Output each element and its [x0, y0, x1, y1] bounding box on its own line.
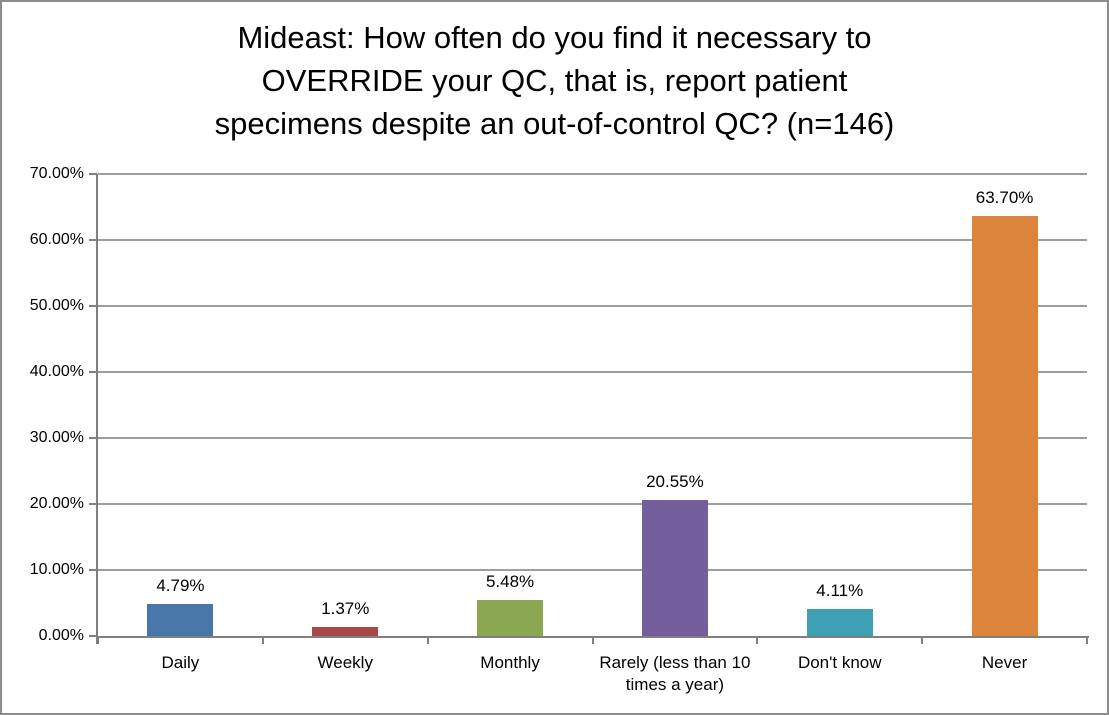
y-axis-tick — [89, 503, 97, 505]
x-category-label: Rarely (less than 10 times a year) — [593, 652, 758, 696]
bar-value-label: 63.70% — [975, 187, 1034, 207]
y-gridline — [98, 569, 1087, 571]
x-category-label-text: Monthly — [480, 653, 540, 672]
x-axis-tick — [1086, 636, 1088, 644]
y-axis-tick-label: 30.00% — [29, 429, 84, 446]
x-category-label-text: Rarely (less than 10 times a year) — [599, 653, 751, 694]
x-category-label: Never — [922, 652, 1087, 674]
x-axis-tick — [261, 636, 264, 644]
y-axis-tick-label: 60.00% — [29, 231, 84, 248]
x-axis-tick — [591, 636, 594, 644]
bar-weekly — [312, 626, 379, 636]
y-axis-tick-label: 50.00% — [29, 297, 84, 314]
y-axis-tick-label: 0.00% — [38, 627, 84, 644]
x-category-label-text: Daily — [161, 653, 200, 672]
y-gridline — [98, 173, 1087, 175]
x-category-label-text: Don't know — [797, 653, 882, 672]
y-axis-tick-label: 70.00% — [29, 165, 84, 182]
bar-never — [971, 215, 1038, 636]
chart-title: Mideast: How often do you find it necess… — [2, 16, 1107, 145]
x-category-label: Don't know — [757, 652, 922, 674]
y-axis-tick-label: 40.00% — [29, 363, 84, 380]
y-gridline — [98, 305, 1087, 307]
bar-value-label: 1.37% — [321, 598, 370, 618]
y-axis-tick — [89, 305, 97, 307]
x-axis-tick — [921, 636, 924, 644]
y-axis-tick — [89, 173, 97, 175]
plot-area: 0.00% 10.00% 20.00% 30.00% 40.00% 50.00% 60.00… — [30, 165, 1089, 694]
y-axis-tick — [89, 239, 97, 241]
chart-title-line-3: specimens despite an out-of-control QC? … — [214, 106, 895, 141]
chart-title-line-2: OVERRIDE your QC, that is, report patien… — [261, 63, 848, 98]
x-category-label-text: Never — [981, 653, 1028, 672]
y-axis-tick-label: 10.00% — [29, 561, 84, 578]
y-gridline — [98, 503, 1087, 505]
x-category-label: Daily — [98, 652, 263, 674]
x-category-label: Weekly — [263, 652, 428, 674]
y-axis-tick — [89, 371, 97, 373]
y-axis-tick-label: 20.00% — [29, 495, 84, 512]
x-axis-tick — [426, 636, 429, 644]
y-axis-line — [96, 174, 98, 644]
y-gridline — [98, 239, 1087, 241]
y-axis-tick — [89, 569, 97, 571]
y-gridline — [98, 371, 1087, 373]
chart-title-line-1: Mideast: How often do you find it necess… — [237, 20, 872, 55]
x-axis-tick — [97, 636, 99, 644]
x-axis-tick — [756, 636, 759, 644]
y-axis-tick — [89, 635, 97, 637]
bar-value-label: 4.11% — [816, 580, 864, 600]
y-axis-tick — [89, 437, 97, 439]
bar-daily — [147, 604, 214, 636]
bar-value-label: 20.55% — [646, 472, 704, 492]
x-category-label-text: Weekly — [317, 653, 373, 672]
bar-don-t-know — [806, 608, 873, 636]
y-gridline — [98, 437, 1087, 439]
bar-value-label: 4.79% — [156, 576, 205, 596]
bar-value-label: 5.48% — [485, 571, 535, 591]
x-category-label: Monthly — [428, 652, 593, 674]
bar-monthly — [477, 599, 544, 636]
bar-rarely-less-than-10-times-a-year — [641, 500, 708, 636]
